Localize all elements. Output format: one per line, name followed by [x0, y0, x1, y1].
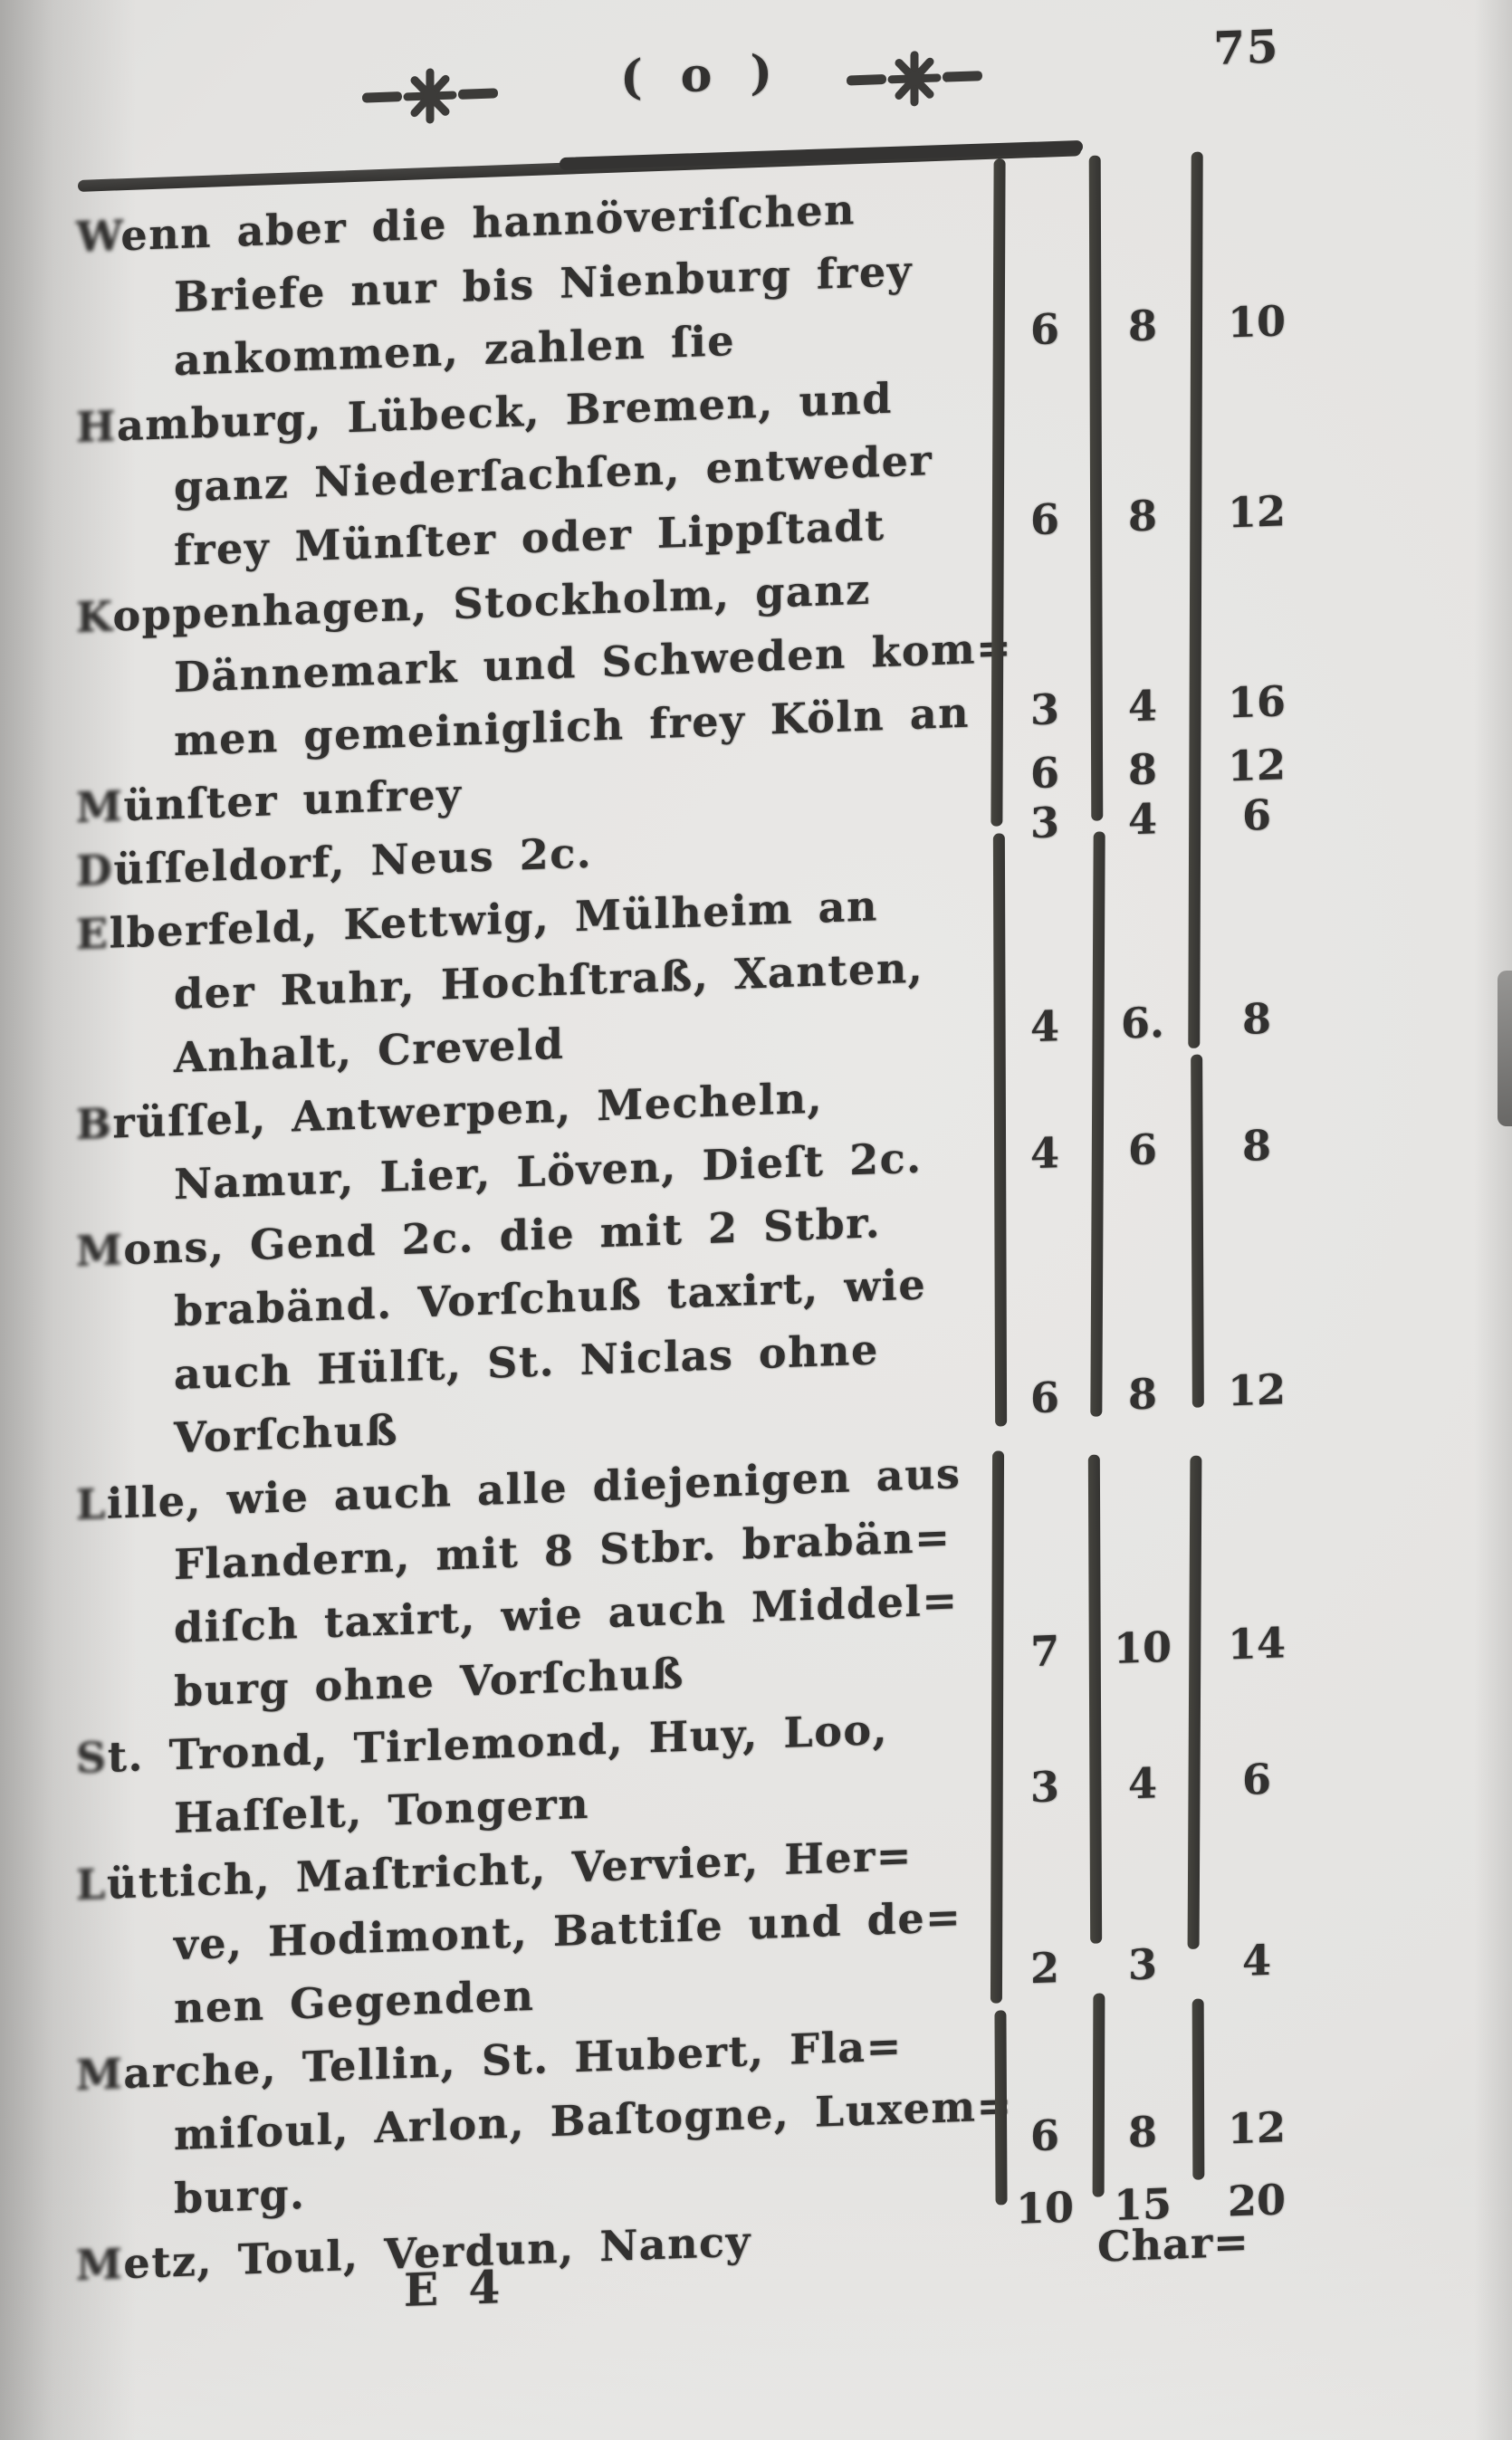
rate-value-col3: 12 [1227, 1364, 1286, 1416]
table-row: Lüttich, Maſtricht, Vervier, Her= ve, Hod… [76, 1821, 992, 2043]
catchword: Char= [1097, 2216, 1249, 2272]
smudged-initial: B [76, 1098, 113, 1149]
column-rule-segment [1191, 1054, 1204, 1408]
rate-value-col3: 8 [1241, 1120, 1271, 1171]
smudged-initial: M [76, 2049, 124, 2100]
smudged-initial: W [76, 211, 121, 262]
signature-mark: E 4 [404, 2259, 508, 2318]
table-row: Mons, Gend 2c. die mit 2 Stbr. brabänd. V… [76, 1187, 992, 1473]
smudged-initial: S [76, 1732, 108, 1783]
rate-value-col2: 8 [1127, 1369, 1157, 1420]
smudged-initial: M [76, 781, 124, 832]
rate-value-col3: 6 [1241, 1754, 1271, 1804]
rate-value-col3: 16 [1227, 676, 1286, 728]
rate-value-col1: 6 [1029, 2110, 1059, 2161]
rate-value-col2: 4 [1127, 1758, 1157, 1809]
column-rule-segment [1087, 1454, 1103, 1944]
smudged-initial: E [76, 908, 110, 959]
rate-value-col1: 3 [1029, 798, 1059, 848]
rate-value-col2: 3 [1127, 1939, 1157, 1990]
smudged-initial: M [76, 1225, 124, 1276]
table-row: Koppenhagen, Stockholm, ganz Dännemark un… [76, 553, 1012, 776]
table-row: Wenn aber die hannöveriſchen Briefe nur b… [76, 173, 992, 396]
column-rule-segment [1092, 1993, 1105, 2197]
rate-value-col1: 6 [1029, 1373, 1059, 1423]
table-text-column: Wenn aber die hannöveriſchen Briefe nur b… [76, 173, 1013, 2297]
rate-value-col1: 10 [1015, 2182, 1074, 2234]
smudged-initial: K [76, 591, 113, 642]
rate-value-col1: 6 [1029, 494, 1059, 545]
rate-value-col1: 7 [1029, 1626, 1059, 1677]
header-ornament-text: ( o ) [619, 44, 784, 106]
printer-fleuron-icon [362, 68, 498, 124]
smudged-initial: L [76, 1859, 107, 1909]
printer-fleuron-icon [847, 51, 982, 107]
smudged-initial: M [76, 2239, 124, 2290]
rate-value-col3: 8 [1241, 993, 1271, 1044]
rate-value-col3: 4 [1241, 1935, 1271, 1985]
table-row: Lille, wie auch alle diejenigen aus Fland… [76, 1440, 992, 1727]
rate-value-col1: 6 [1029, 304, 1059, 355]
rate-value-col1: 2 [1029, 1943, 1059, 1994]
rate-value-col3: 12 [1227, 2102, 1286, 2154]
rate-value-col2: 8 [1127, 2107, 1157, 2158]
rate-value-col2: 8 [1127, 491, 1157, 541]
rate-value-col1: 4 [1029, 1001, 1059, 1052]
rate-value-col2: 10 [1113, 1622, 1172, 1673]
rate-value-col1: 3 [1029, 684, 1059, 735]
table-row: Elberfeld, Kettwig, Mülheim an der Ruhr, … [76, 870, 992, 1093]
rate-value-col2: 8 [1127, 301, 1157, 351]
rate-value-col3: 6 [1241, 789, 1271, 840]
rate-value-col2: 4 [1127, 794, 1157, 845]
column-rule-segment [1187, 1455, 1202, 1950]
smudged-initial: H [76, 401, 117, 452]
page-number: 75 [1213, 19, 1280, 76]
smudged-initial: L [76, 1478, 107, 1529]
table-row: Marche, Tellin, St. Hubert, Fla= miſoul, … [76, 2011, 1013, 2234]
rate-value-col1: 4 [1029, 1128, 1059, 1179]
rate-value-col2: 4 [1127, 681, 1157, 732]
rate-value-col2: 6 [1127, 1124, 1157, 1175]
smudged-initial: D [76, 845, 114, 895]
column-rule-segment [1188, 151, 1203, 1049]
table-row: Hamburg, Lübeck, Bremen, und ganz Niederſ… [76, 363, 992, 586]
rate-value-col2: 6. [1120, 997, 1165, 1048]
rate-value-col3: 10 [1227, 296, 1286, 348]
page-edge-artifact [1498, 971, 1512, 1126]
column-rule-segment [990, 1450, 1005, 2004]
rate-value-col1: 3 [1029, 1762, 1059, 1813]
rate-value-col3: 12 [1227, 486, 1286, 538]
rate-value-col3: 14 [1227, 1618, 1286, 1670]
